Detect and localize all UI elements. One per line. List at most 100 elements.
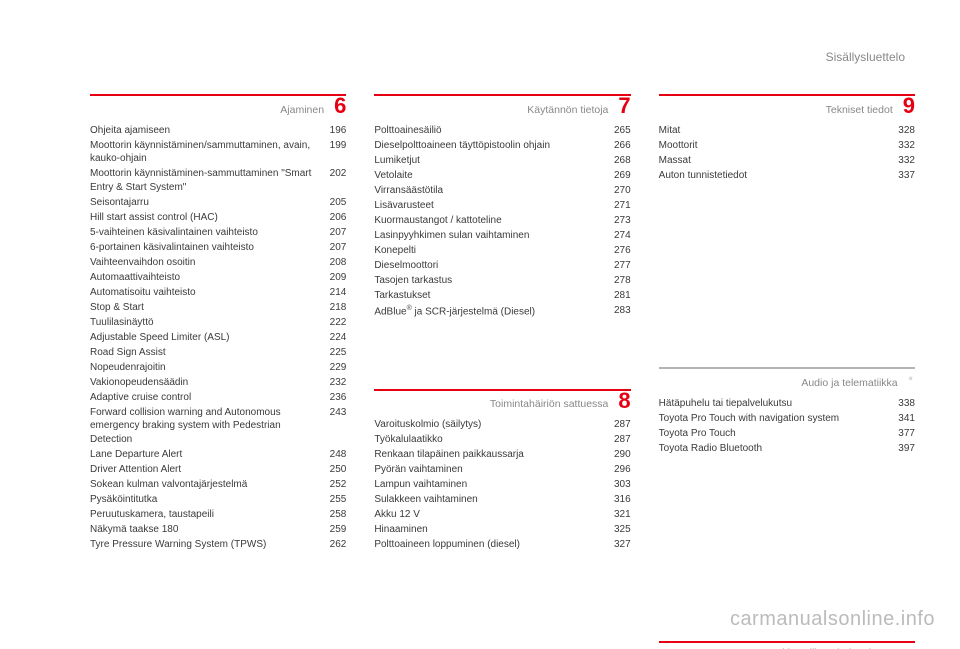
section-audio: Audio ja telematiikka · Hätäpuhelu tai t…	[659, 367, 915, 455]
toc-entry-page: 316	[614, 493, 631, 507]
columns: Ajaminen 6 Ohjeita ajamiseen196Moottorin…	[90, 94, 915, 649]
toc-entry-page: 277	[614, 259, 631, 273]
toc-entry-page: 262	[330, 538, 347, 552]
toc-entry: Polttoaineen loppuminen (diesel)327	[374, 538, 630, 552]
toc-entry-page: 259	[330, 523, 347, 537]
toc-entry: Kuormaustangot / kattoteline273	[374, 214, 630, 228]
toc-entry: Lane Departure Alert248	[90, 448, 346, 462]
toc-entry: Dieselmoottori277	[374, 259, 630, 273]
page-title: Sisällysluettelo	[90, 50, 915, 64]
section-index-header: Aakkosellinen hakemisto	[659, 641, 915, 649]
toc-entry-label: Sulakkeen vaihtaminen	[374, 493, 614, 507]
toc-entry-label: Akku 12 V	[374, 508, 614, 522]
section-9-number: 9	[903, 96, 915, 116]
toc-entry: Moottorin käynnistäminen/sammuttaminen, …	[90, 139, 346, 166]
toc-entry: Virransäästötila270	[374, 184, 630, 198]
toc-entry-page: 243	[330, 406, 347, 420]
toc-entry-label: Renkaan tilapäinen paikkaussarja	[374, 448, 614, 462]
toc-entry: Hinaaminen325	[374, 523, 630, 537]
toc-entry-page: 236	[330, 391, 347, 405]
toc-entry-page: 332	[898, 139, 915, 153]
toc-entry-page: 225	[330, 346, 347, 360]
toc-entry-page: 278	[614, 274, 631, 288]
toc-entry-label: Lisävarusteet	[374, 199, 614, 213]
section-audio-entries: Hätäpuhelu tai tiepalvelukutsu338Toyota …	[659, 397, 915, 456]
toc-entry: Sulakkeen vaihtaminen316	[374, 493, 630, 507]
toc-entry-label: Seisontajarru	[90, 196, 330, 210]
toc-entry-label: Stop & Start	[90, 301, 330, 315]
toc-entry-label: Nopeudenrajoitin	[90, 361, 330, 375]
toc-entry: Stop & Start218	[90, 301, 346, 315]
toc-entry-page: 325	[614, 523, 631, 537]
section-8-entries: Varoituskolmio (säilytys)287Työkalulaati…	[374, 418, 630, 552]
toc-entry-label: Vakionopeudensäädin	[90, 376, 330, 390]
toc-entry-label: Dieselmoottori	[374, 259, 614, 273]
toc-entry: Moottorin käynnistäminen-sammuttaminen "…	[90, 167, 346, 194]
toc-entry-label: AdBlue® ja SCR-järjestelmä (Diesel)	[374, 304, 614, 319]
section-9: Tekniset tiedot 9 Mitat328Moottorit332Ma…	[659, 94, 915, 182]
toc-entry: Ohjeita ajamiseen196	[90, 124, 346, 138]
toc-entry: Massat332	[659, 154, 915, 168]
section-8-title: Toimintahäiriön sattuessa	[374, 398, 608, 410]
toc-entry: Vetolaite269	[374, 169, 630, 183]
section-9-entries: Mitat328Moottorit332Massat332Auton tunni…	[659, 124, 915, 183]
toc-entry-page: 287	[614, 418, 631, 432]
toc-entry-page: 218	[330, 301, 347, 315]
toc-entry-label: Driver Attention Alert	[90, 463, 330, 477]
toc-entry: Automaattivaihteisto209	[90, 271, 346, 285]
toc-entry-label: Konepelti	[374, 244, 614, 258]
toc-entry-page: 199	[330, 139, 347, 153]
toc-entry-page: 274	[614, 229, 631, 243]
toc-entry-page: 255	[330, 493, 347, 507]
toc-entry-label: Road Sign Assist	[90, 346, 330, 360]
toc-entry-label: Polttoaineen loppuminen (diesel)	[374, 538, 614, 552]
toc-entry: Adjustable Speed Limiter (ASL)224	[90, 331, 346, 345]
toc-entry-label: Mitat	[659, 124, 899, 138]
toc-entry-page: 287	[614, 433, 631, 447]
toc-entry: Automatisoitu vaihteisto214	[90, 286, 346, 300]
toc-entry-label: 6-portainen käsivalintainen vaihteisto	[90, 241, 330, 255]
toc-entry-label: Auton tunnistetiedot	[659, 169, 899, 183]
toc-entry: Lumiketjut268	[374, 154, 630, 168]
section-7: Käytännön tietoja 7 Polttoainesäiliö265D…	[374, 94, 630, 319]
toc-entry: Adaptive cruise control236	[90, 391, 346, 405]
toc-entry: Varoituskolmio (säilytys)287	[374, 418, 630, 432]
section-7-title: Käytännön tietoja	[374, 104, 608, 116]
toc-entry-label: Toyota Radio Bluetooth	[659, 442, 899, 456]
toc-entry-page: 269	[614, 169, 631, 183]
toc-entry-label: Tasojen tarkastus	[374, 274, 614, 288]
toc-entry: Sokean kulman valvontajärjestelmä252	[90, 478, 346, 492]
toc-entry-page: 321	[614, 508, 631, 522]
section-audio-title: Audio ja telematiikka	[659, 377, 898, 389]
toc-entry-page: 303	[614, 478, 631, 492]
toc-entry-label: Moottorin käynnistäminen/sammuttaminen, …	[90, 139, 330, 166]
toc-entry-page: 258	[330, 508, 347, 522]
toc-entry: Dieselpolttoaineen täyttöpistoolin ohjai…	[374, 139, 630, 153]
toc-entry-label: Hinaaminen	[374, 523, 614, 537]
toc-entry-label: Varoituskolmio (säilytys)	[374, 418, 614, 432]
toc-entry-page: 328	[898, 124, 915, 138]
section-9-header: Tekniset tiedot 9	[659, 94, 915, 116]
toc-entry-label: Vetolaite	[374, 169, 614, 183]
toc-entry-label: Tarkastukset	[374, 289, 614, 303]
toc-entry: Seisontajarru205	[90, 196, 346, 210]
toc-entry: Tyre Pressure Warning System (TPWS)262	[90, 538, 346, 552]
toc-entry-page: 250	[330, 463, 347, 477]
section-audio-header: Audio ja telematiikka ·	[659, 367, 915, 389]
toc-entry-label: Dieselpolttoaineen täyttöpistoolin ohjai…	[374, 139, 614, 153]
toc-entry-page: 283	[614, 304, 631, 318]
toc-entry: Toyota Radio Bluetooth397	[659, 442, 915, 456]
toc-entry-page: 207	[330, 241, 347, 255]
section-7-header: Käytännön tietoja 7	[374, 94, 630, 116]
section-8-header: Toimintahäiriön sattuessa 8	[374, 389, 630, 411]
toc-entry: Vaihteenvaihdon osoitin208	[90, 256, 346, 270]
toc-entry-page: 266	[614, 139, 631, 153]
section-7-entries: Polttoainesäiliö265Dieselpolttoaineen tä…	[374, 124, 630, 319]
toc-entry-label: Adaptive cruise control	[90, 391, 330, 405]
toc-entry-page: 290	[614, 448, 631, 462]
toc-entry: Tarkastukset281	[374, 289, 630, 303]
section-6: Ajaminen 6 Ohjeita ajamiseen196Moottorin…	[90, 94, 346, 551]
toc-entry: Hill start assist control (HAC)206	[90, 211, 346, 225]
toc-entry: Konepelti276	[374, 244, 630, 258]
toc-entry-page: 281	[614, 289, 631, 303]
